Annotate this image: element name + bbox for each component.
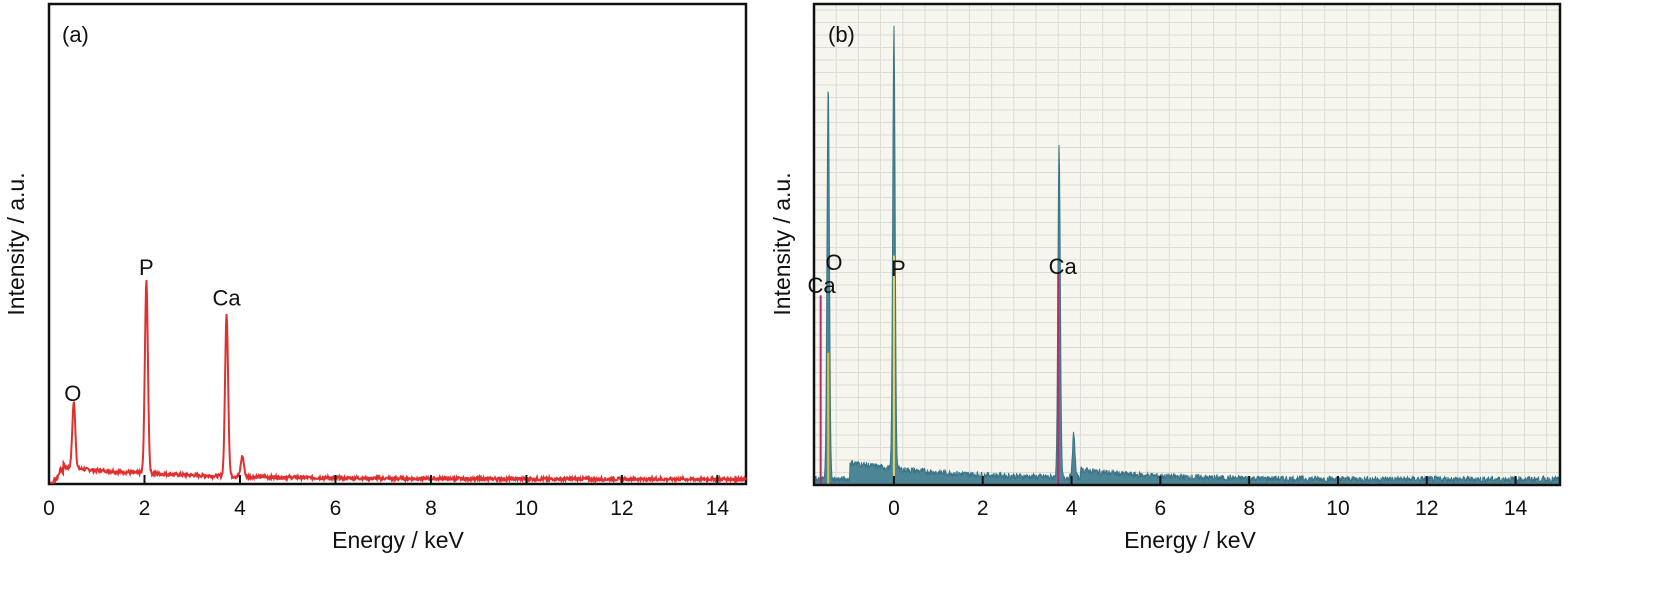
panel-b-frame xyxy=(812,2,1562,487)
panel-b-x-tick-label: 4 xyxy=(1066,497,1078,520)
panel-a-x-ticks: 0 2 4 6 8 10 12 14 xyxy=(43,475,729,520)
panel-b-plot-background xyxy=(814,4,1560,485)
panel-a-x-axis-title: Energy / keV xyxy=(332,527,464,553)
panel-a-x-tick-label: 4 xyxy=(234,497,246,520)
panel-a-x-tick-label: 8 xyxy=(425,497,437,520)
panel-b-x-tick-label: 12 xyxy=(1415,497,1438,520)
panel-b-x-axis-title: Energy / keV xyxy=(1124,527,1256,553)
panel-b-y-axis-title: Intensity / a.u. xyxy=(769,172,795,315)
panel-a: (a) 0 2 4 6 8 10 12 14 O P Ca Energy / keV Intens… xyxy=(3,2,748,553)
panel-a-frame xyxy=(47,2,748,486)
panel-a-peak-label: P xyxy=(139,255,154,280)
panel-a-peak-label: O xyxy=(64,381,81,406)
panel-b-grid xyxy=(813,4,1560,486)
panel-b-x-tick-label: 0 xyxy=(888,497,900,520)
panel-a-peak-label: Ca xyxy=(213,285,242,310)
panel-b-x-ticks: 0 2 4 6 8 10 12 14 xyxy=(888,476,1528,520)
panel-a-peak-labels: O P Ca xyxy=(64,255,241,406)
panel-b-peak-label: Ca xyxy=(807,273,836,298)
panel-b-x-tick-label: 14 xyxy=(1504,497,1528,520)
panel-a-spectrum-line xyxy=(49,280,747,485)
panel-b-peak-label: O xyxy=(825,250,842,275)
panel-b-spectrum-area xyxy=(813,25,1561,486)
panel-a-x-tick-label: 14 xyxy=(706,497,730,520)
panel-a-x-tick-label: 2 xyxy=(139,497,151,520)
panel-a-label: (a) xyxy=(62,22,89,47)
panel-b-peak-label: Ca xyxy=(1049,254,1078,279)
panel-b-label: (b) xyxy=(828,22,855,47)
panel-b-x-tick-label: 10 xyxy=(1326,497,1349,520)
panel-b-x-tick-label: 8 xyxy=(1243,497,1255,520)
panel-a-x-tick-label: 6 xyxy=(330,497,342,520)
panel-a-y-axis-title: Intensity / a.u. xyxy=(3,172,29,315)
panel-b-x-tick-label: 6 xyxy=(1155,497,1167,520)
panel-a-x-tick-label: 10 xyxy=(515,497,538,520)
panel-a-x-tick-label: 12 xyxy=(610,497,633,520)
panel-b-element-markers xyxy=(819,255,1060,485)
panel-b-peak-label: P xyxy=(891,256,906,281)
panel-b-x-tick-label: 2 xyxy=(977,497,989,520)
panel-a-x-tick-label: 0 xyxy=(43,497,55,520)
